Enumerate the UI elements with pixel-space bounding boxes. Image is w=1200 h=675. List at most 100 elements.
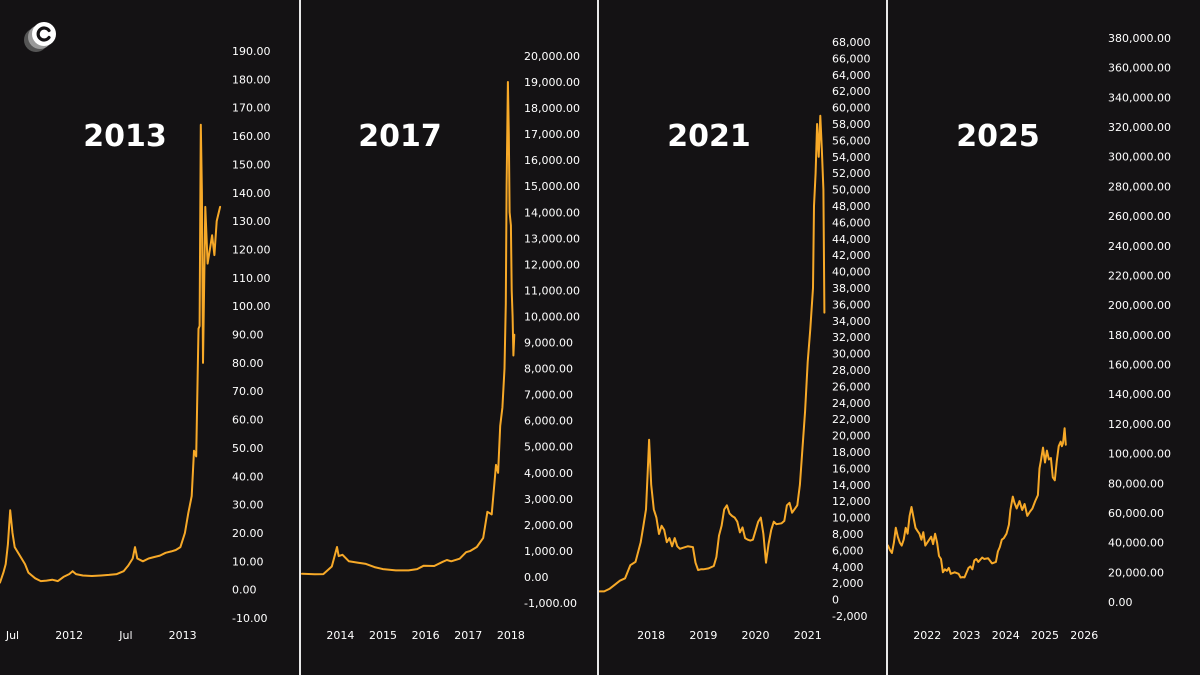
y-tick-label: 26,000 bbox=[832, 380, 871, 393]
y-tick-label: 240,000.00 bbox=[1108, 240, 1171, 253]
chart-panel-2013: 2013 190.00 180.00 170.00 160.00 150.00 140.00… bbox=[0, 45, 271, 642]
y-tick-label: 22,000 bbox=[832, 413, 871, 426]
series-line bbox=[598, 114, 826, 593]
y-tick-label: 4,000 bbox=[832, 561, 864, 574]
y-tick-label: 0.00 bbox=[232, 584, 257, 597]
y-tick-label: 9,000.00 bbox=[524, 337, 573, 350]
y-tick-label: 180.00 bbox=[232, 73, 271, 86]
y-tick-label: 6,000 bbox=[832, 544, 864, 557]
y-tick-label: 13,000.00 bbox=[524, 232, 580, 245]
y-tick-label: 120,000.00 bbox=[1108, 418, 1171, 431]
chart-title: 2025 bbox=[956, 119, 1040, 154]
y-tick-label: 52,000 bbox=[832, 167, 871, 180]
y-tick-label: 62,000 bbox=[832, 85, 871, 98]
chart-panel-2025: 2025 380,000.00 360,000.00 340,000.00 320,00… bbox=[887, 32, 1171, 642]
y-tick-label: 20,000 bbox=[832, 430, 871, 443]
chart-panel-2017: 2017 20,000.00 19,000.00 18,000.00 17,000.00… bbox=[301, 50, 580, 642]
y-tick-label: 280,000.00 bbox=[1108, 180, 1171, 193]
y-tick-label: 8,000 bbox=[832, 528, 864, 541]
y-tick-label: 40,000 bbox=[832, 266, 871, 279]
x-tick-label: 2024 bbox=[992, 629, 1020, 642]
y-tick-label: 90.00 bbox=[232, 329, 264, 342]
y-tick-label: -2,000 bbox=[832, 610, 867, 623]
y-tick-label: 38,000 bbox=[832, 282, 871, 295]
y-tick-label: 36,000 bbox=[832, 298, 871, 311]
x-tick-label: 2019 bbox=[689, 629, 717, 642]
y-tick-label: 60,000.00 bbox=[1108, 507, 1164, 520]
y-tick-label: 20,000.00 bbox=[1108, 566, 1164, 579]
y-tick-label: 30,000 bbox=[832, 348, 871, 361]
y-tick-label: 110.00 bbox=[232, 272, 271, 285]
y-tick-label: 60,000 bbox=[832, 102, 871, 115]
y-tick-label: 42,000 bbox=[832, 249, 871, 262]
y-tick-label: 2,000 bbox=[832, 577, 864, 590]
y-tick-label: 7,000.00 bbox=[524, 389, 573, 402]
y-tick-label: 48,000 bbox=[832, 200, 871, 213]
y-tick-label: -10.00 bbox=[232, 612, 267, 625]
chart-panel-2021: 2021 68,000 66,000 64,000 62,000 60,000 58,000… bbox=[598, 36, 871, 642]
y-tick-label: 17,000.00 bbox=[524, 128, 580, 141]
x-tick-label: 2022 bbox=[913, 629, 941, 642]
y-tick-label: 150.00 bbox=[232, 158, 271, 171]
x-tick-label: 2012 bbox=[55, 629, 83, 642]
x-tick-label: 2014 bbox=[326, 629, 354, 642]
y-tick-label: 80,000.00 bbox=[1108, 477, 1164, 490]
y-tick-label: 24,000 bbox=[832, 397, 871, 410]
y-tick-label: -1,000.00 bbox=[524, 597, 577, 610]
y-tick-label: 32,000 bbox=[832, 331, 871, 344]
y-tick-label: 380,000.00 bbox=[1108, 32, 1171, 45]
y-tick-label: 56,000 bbox=[832, 134, 871, 147]
y-tick-label: 64,000 bbox=[832, 69, 871, 82]
y-tick-label: 8,000.00 bbox=[524, 363, 573, 376]
y-tick-label: 12,000.00 bbox=[524, 258, 580, 271]
x-tick-label: 2023 bbox=[952, 629, 980, 642]
x-tick-label: Jul bbox=[5, 629, 19, 642]
x-tick-label: 2020 bbox=[742, 629, 770, 642]
y-tick-label: 6,000.00 bbox=[524, 415, 573, 428]
x-tick-label: 2018 bbox=[497, 629, 525, 642]
y-tick-label: 3,000.00 bbox=[524, 493, 573, 506]
y-tick-label: 100,000.00 bbox=[1108, 448, 1171, 461]
y-tick-label: 140,000.00 bbox=[1108, 388, 1171, 401]
series-line bbox=[0, 123, 222, 584]
x-tick-label: 2026 bbox=[1070, 629, 1098, 642]
y-tick-label: 320,000.00 bbox=[1108, 121, 1171, 134]
y-tick-label: 18,000 bbox=[832, 446, 871, 459]
x-tick-label: 2021 bbox=[794, 629, 822, 642]
y-tick-label: 16,000.00 bbox=[524, 154, 580, 167]
y-tick-label: 0 bbox=[832, 594, 839, 607]
y-tick-label: 58,000 bbox=[832, 118, 871, 131]
y-tick-label: 2,000.00 bbox=[524, 519, 573, 532]
y-tick-label: 15,000.00 bbox=[524, 180, 580, 193]
y-tick-label: 190.00 bbox=[232, 45, 271, 58]
y-tick-label: 12,000 bbox=[832, 495, 871, 508]
y-tick-label: 130.00 bbox=[232, 215, 271, 228]
series-line bbox=[887, 427, 1067, 579]
chart-title: 2013 bbox=[83, 119, 167, 154]
y-tick-label: 220,000.00 bbox=[1108, 269, 1171, 282]
y-tick-label: 18,000.00 bbox=[524, 102, 580, 115]
x-tick-label: Jul bbox=[118, 629, 132, 642]
chart-title: 2017 bbox=[358, 119, 442, 154]
y-tick-label: 100.00 bbox=[232, 300, 271, 313]
x-tick-label: 2015 bbox=[369, 629, 397, 642]
y-tick-label: 40.00 bbox=[232, 470, 264, 483]
y-tick-label: 54,000 bbox=[832, 151, 871, 164]
y-tick-label: 19,000.00 bbox=[524, 76, 580, 89]
y-tick-label: 16,000 bbox=[832, 462, 871, 475]
x-tick-label: 2025 bbox=[1031, 629, 1059, 642]
y-tick-label: 10,000 bbox=[832, 512, 871, 525]
x-tick-label: 2016 bbox=[412, 629, 440, 642]
panel-divider bbox=[597, 0, 599, 675]
y-tick-label: 360,000.00 bbox=[1108, 62, 1171, 75]
panel-divider bbox=[299, 0, 301, 675]
y-tick-label: 70.00 bbox=[232, 385, 264, 398]
y-tick-label: 0.00 bbox=[1108, 596, 1133, 609]
y-tick-label: 44,000 bbox=[832, 233, 871, 246]
y-tick-label: 340,000.00 bbox=[1108, 91, 1171, 104]
y-tick-label: 40,000.00 bbox=[1108, 537, 1164, 550]
y-tick-label: 14,000.00 bbox=[524, 206, 580, 219]
y-tick-label: 5,000.00 bbox=[524, 441, 573, 454]
panel-divider bbox=[886, 0, 888, 675]
y-tick-label: 160,000.00 bbox=[1108, 359, 1171, 372]
